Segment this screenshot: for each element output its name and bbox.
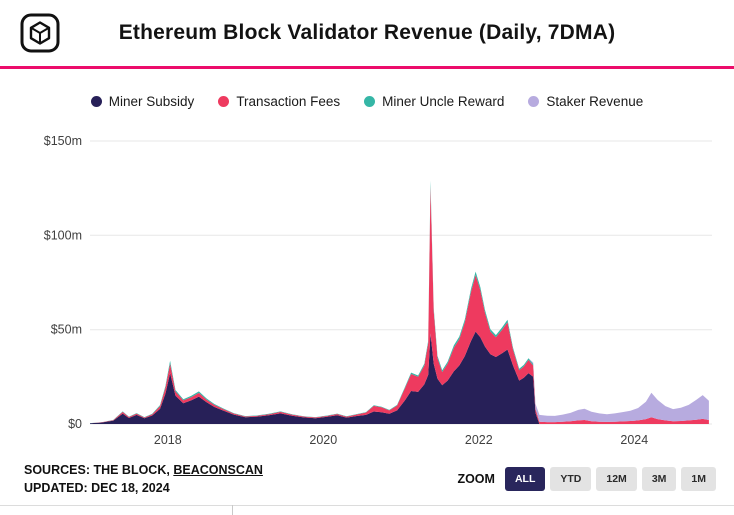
legend-item-miner-subsidy[interactable]: Miner Subsidy: [90, 94, 195, 109]
sources-line: SOURCES: THE BLOCK, BEACONSCAN: [24, 461, 263, 479]
the-block-logo-icon: [20, 13, 60, 53]
area-miner-subsidy: [90, 331, 709, 424]
area-staker-revenue: [90, 180, 709, 424]
page-title: Ethereum Block Validator Revenue (Daily,…: [118, 21, 616, 44]
legend-dot-miner-uncle-reward: [364, 96, 376, 107]
legend-dot-staker-revenue: [528, 96, 540, 107]
y-tick-150m: $150m: [44, 134, 82, 148]
the-block-logo[interactable]: [20, 13, 60, 53]
footer: SOURCES: THE BLOCK, BEACONSCAN UPDATED: …: [0, 455, 734, 503]
updated-text: UPDATED: DEC 18, 2024: [24, 481, 170, 495]
legend-label: Miner Uncle Reward: [382, 94, 505, 109]
zoom-button-ytd[interactable]: YTD: [550, 467, 592, 491]
area-miner-uncle-reward: [90, 180, 709, 424]
legend-item-miner-uncle-reward[interactable]: Miner Uncle Reward: [364, 94, 504, 109]
x-tick-2020: 2020: [309, 433, 337, 447]
legend-item-staker-revenue[interactable]: Staker Revenue: [528, 94, 643, 109]
y-tick-100m: $100m: [44, 228, 82, 242]
zoom-button-3m[interactable]: 3M: [641, 467, 677, 491]
sources-text: SOURCES: THE BLOCK,: [24, 463, 170, 477]
beaconscan-link[interactable]: BEACONSCAN: [173, 463, 263, 477]
zoom-label: ZOOM: [457, 472, 495, 486]
x-tick-2024: 2024: [620, 433, 648, 447]
legend-item-transaction-fees[interactable]: Transaction Fees: [218, 94, 340, 109]
x-tick-2022: 2022: [465, 433, 493, 447]
x-tick-2018: 2018: [154, 433, 182, 447]
y-tick-50m: $50m: [51, 323, 82, 337]
header: Ethereum Block Validator Revenue (Daily,…: [0, 0, 734, 66]
sources-block: SOURCES: THE BLOCK, BEACONSCAN UPDATED: …: [24, 461, 263, 497]
y-tick-0: $0: [68, 417, 82, 431]
zoom-button-12m[interactable]: 12M: [596, 467, 637, 491]
zoom-controls: ZOOM ALL YTD 12M 3M 1M: [457, 467, 716, 491]
brand-divider: [0, 66, 734, 69]
cropped-table-divider: [232, 505, 233, 515]
area-transaction-fees: [90, 186, 709, 424]
legend-label: Transaction Fees: [236, 94, 341, 109]
legend-label: Staker Revenue: [546, 94, 644, 109]
cropped-content-edge: [0, 505, 734, 506]
chart-legend: Miner Subsidy Transaction Fees Miner Uncle…: [0, 69, 734, 115]
zoom-button-1m[interactable]: 1M: [681, 467, 716, 491]
legend-dot-transaction-fees: [218, 96, 230, 107]
legend-label: Miner Subsidy: [108, 94, 195, 109]
legend-dot-miner-subsidy: [90, 96, 102, 107]
zoom-button-group: ALL YTD 12M 3M 1M: [504, 467, 716, 491]
zoom-button-all[interactable]: ALL: [504, 467, 546, 491]
revenue-area-chart[interactable]: $0 $50m $100m $150m 2018 2020 2022 2024: [0, 115, 734, 455]
